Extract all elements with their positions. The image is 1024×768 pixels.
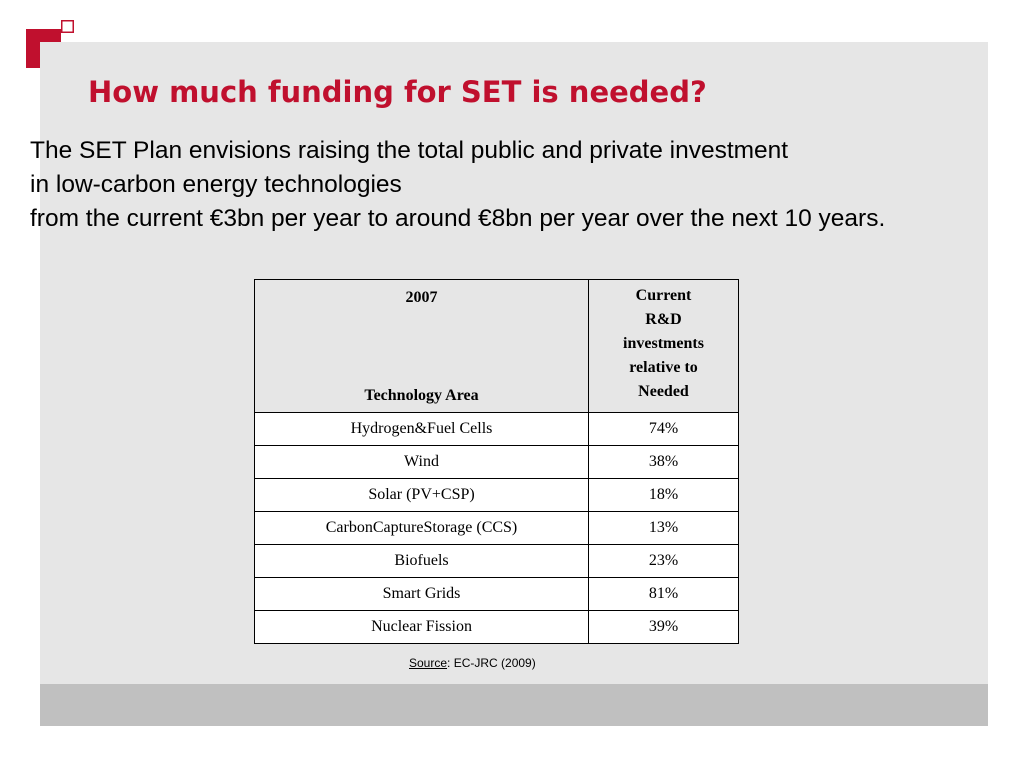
- table-row: Wind 38%: [254, 445, 739, 479]
- intro-line: from the current €3bn per year to around…: [30, 205, 886, 232]
- header-technology-area: 2007 Technology Area: [254, 279, 589, 413]
- cell-technology-area: CarbonCaptureStorage (CCS): [254, 511, 589, 545]
- header-ratio-line: relative to: [629, 359, 698, 376]
- intro-line: The SET Plan envisions raising the total…: [30, 137, 789, 164]
- cell-investment-ratio: 38%: [588, 445, 739, 479]
- header-ratio-line: R&D: [645, 311, 682, 328]
- header-investment-ratio: Current R&D investments relative to Need…: [588, 279, 739, 413]
- cell-investment-ratio: 74%: [588, 412, 739, 446]
- source-separator: :: [447, 656, 454, 670]
- cell-technology-area: Hydrogen&Fuel Cells: [254, 412, 589, 446]
- page-title: How much funding for SET is needed?: [88, 75, 707, 109]
- intro-line: in low-carbon energy technologies: [30, 171, 402, 198]
- header-ratio-line: investments: [623, 335, 704, 352]
- table-row: Biofuels 23%: [254, 544, 739, 578]
- header-year: 2007: [405, 289, 438, 306]
- cell-technology-area: Nuclear Fission: [254, 610, 589, 644]
- table-row: Solar (PV+CSP) 18%: [254, 478, 739, 512]
- cell-technology-area: Wind: [254, 445, 589, 479]
- source-text: EC-JRC (2009): [453, 656, 536, 670]
- cell-technology-area: Smart Grids: [254, 577, 589, 611]
- logo: [26, 20, 74, 68]
- cell-investment-ratio: 18%: [588, 478, 739, 512]
- source-label: Source: [409, 656, 448, 670]
- table-header-row: 2007 Technology Area Current R&D investm…: [254, 279, 739, 413]
- header-ratio-line: Needed: [638, 383, 689, 400]
- header-ratio-line: Current: [635, 287, 692, 304]
- cell-investment-ratio: 39%: [588, 610, 739, 644]
- table-row: CarbonCaptureStorage (CCS) 13%: [254, 511, 739, 545]
- intro-text: The SET Plan envisions raising the total…: [30, 134, 885, 236]
- investment-table: 2007 Technology Area Current R&D investm…: [254, 279, 739, 644]
- cell-investment-ratio: 23%: [588, 544, 739, 578]
- footer-bar: [40, 684, 988, 726]
- table-row: Hydrogen&Fuel Cells 74%: [254, 412, 739, 446]
- source-note: Source: EC-JRC (2009): [409, 656, 536, 670]
- cell-technology-area: Biofuels: [254, 544, 589, 578]
- cell-investment-ratio: 13%: [588, 511, 739, 545]
- header-area-label: Technology Area: [364, 387, 479, 404]
- cell-technology-area: Solar (PV+CSP): [254, 478, 589, 512]
- table-row: Nuclear Fission 39%: [254, 610, 739, 644]
- cell-investment-ratio: 81%: [588, 577, 739, 611]
- table-row: Smart Grids 81%: [254, 577, 739, 611]
